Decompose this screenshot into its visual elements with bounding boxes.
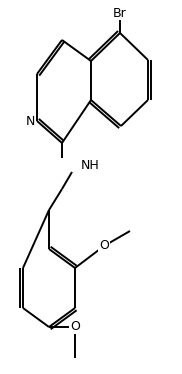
Text: N: N — [25, 114, 35, 128]
Text: O: O — [70, 321, 80, 334]
Text: O: O — [99, 239, 109, 251]
Text: Br: Br — [113, 6, 127, 19]
Text: NH: NH — [81, 159, 100, 172]
